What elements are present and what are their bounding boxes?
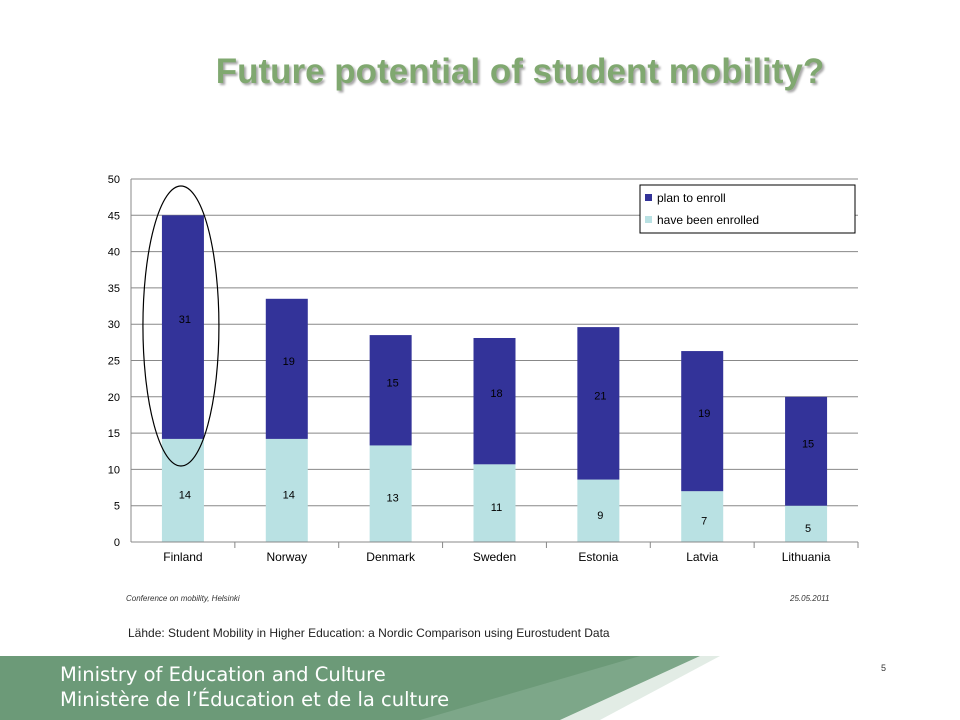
page-number: 5 bbox=[881, 663, 887, 673]
x-tick-label: Denmark bbox=[366, 550, 416, 564]
stacked-bar-chart: 0 5 10 15 20 25 30 35 40 45 50 14 31 Finland 14 19 Norwa… bbox=[108, 174, 859, 564]
data-label: 7 bbox=[701, 516, 707, 528]
source-note: Lähde: Student Mobility in Higher Educat… bbox=[128, 626, 610, 640]
data-label: 9 bbox=[597, 510, 603, 522]
legend-label: plan to enroll bbox=[657, 191, 726, 205]
y-tick-label: 50 bbox=[108, 174, 120, 186]
y-tick-label: 25 bbox=[108, 356, 120, 368]
ministry-name-fr: Ministère de l’Éducation et de la cultur… bbox=[60, 688, 450, 711]
y-tick-label: 15 bbox=[108, 428, 120, 440]
slide-title: Future potential of student mobility? bbox=[215, 52, 825, 91]
y-tick-label: 40 bbox=[108, 247, 120, 259]
y-tick-label: 20 bbox=[108, 392, 120, 404]
x-tick-label: Lithuania bbox=[782, 550, 831, 564]
bar-enrolled bbox=[473, 464, 516, 542]
bar-enrolled bbox=[577, 479, 620, 542]
legend-swatch bbox=[645, 216, 652, 223]
y-tick-label: 30 bbox=[108, 319, 120, 331]
bar-plan bbox=[265, 298, 308, 439]
bar-enrolled bbox=[265, 438, 308, 542]
data-label: 15 bbox=[387, 377, 399, 389]
y-tick-label: 35 bbox=[108, 283, 120, 295]
y-tick-label: 0 bbox=[114, 537, 120, 549]
ministry-banner bbox=[0, 656, 720, 720]
y-tick-label: 5 bbox=[114, 501, 120, 513]
data-label: 19 bbox=[698, 408, 710, 420]
x-tick-label: Finland bbox=[163, 550, 202, 564]
data-label: 21 bbox=[594, 390, 606, 402]
y-tick-label: 10 bbox=[108, 464, 120, 476]
bar-plan bbox=[369, 335, 412, 446]
data-label: 11 bbox=[491, 502, 502, 514]
highlight-ellipse bbox=[142, 185, 220, 467]
data-label: 31 bbox=[179, 314, 191, 326]
legend-box bbox=[639, 184, 856, 234]
bar-plan bbox=[681, 351, 724, 492]
ministry-name-en: Ministry of Education and Culture bbox=[60, 663, 386, 686]
bar-enrolled bbox=[785, 505, 828, 542]
data-label: 15 bbox=[802, 438, 814, 450]
bar-plan bbox=[473, 337, 516, 465]
footer-date: 25.05.2011 bbox=[790, 594, 830, 603]
data-label: 14 bbox=[283, 489, 295, 501]
x-tick-label: Norway bbox=[266, 550, 307, 564]
bar-plan bbox=[161, 215, 204, 439]
legend-label: have been enrolled bbox=[657, 213, 759, 227]
bar-enrolled bbox=[161, 438, 204, 542]
x-tick-label: Latvia bbox=[686, 550, 718, 564]
x-tick-label: Sweden bbox=[473, 550, 516, 564]
data-label: 13 bbox=[387, 493, 399, 505]
data-label: 19 bbox=[283, 356, 295, 368]
bar-plan bbox=[785, 396, 828, 506]
x-tick-label: Estonia bbox=[578, 550, 618, 564]
data-label: 14 bbox=[179, 489, 191, 501]
footer-conference: Conference on mobility, Helsinki bbox=[126, 594, 240, 603]
legend-swatch bbox=[645, 194, 652, 201]
bar-enrolled bbox=[369, 445, 412, 542]
y-tick-label: 45 bbox=[108, 210, 120, 222]
bar-plan bbox=[577, 327, 620, 480]
data-label: 18 bbox=[490, 388, 502, 400]
data-label: 5 bbox=[805, 523, 811, 535]
bar-enrolled bbox=[681, 491, 724, 542]
